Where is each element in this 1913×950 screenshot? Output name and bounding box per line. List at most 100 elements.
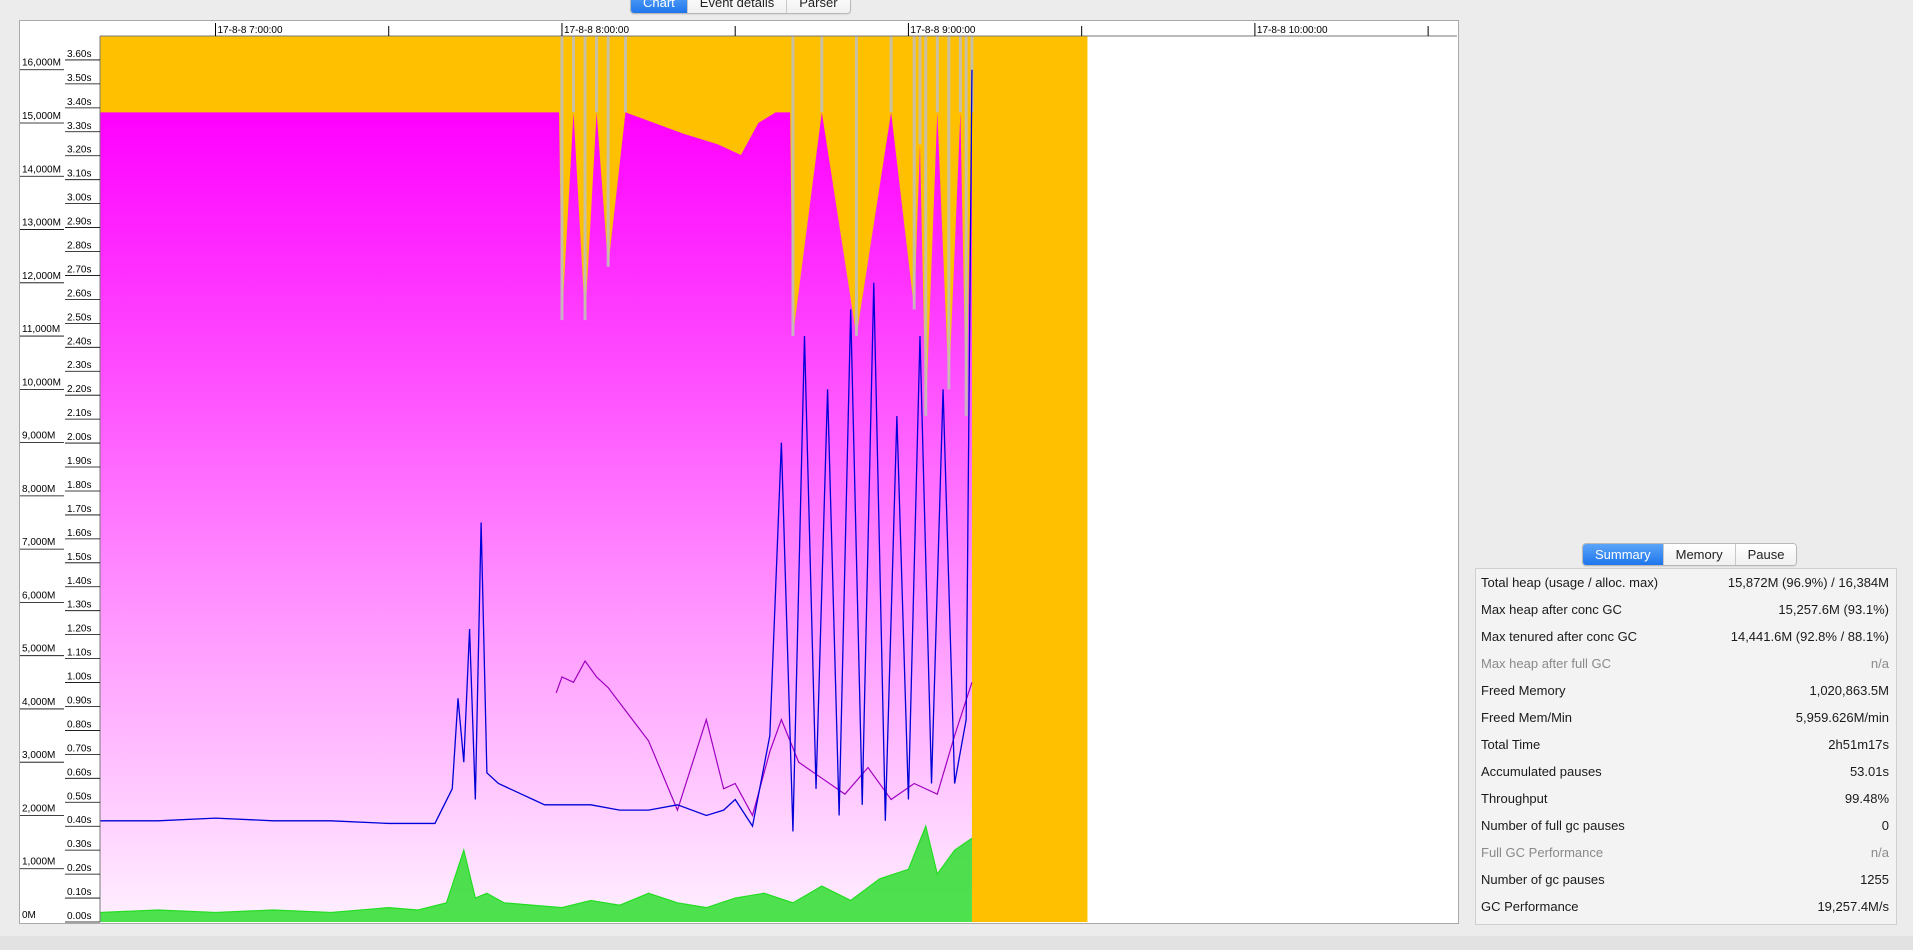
summary-row-freed-mem-min: Freed Mem/Min 5,959.626M/min — [1476, 704, 1896, 731]
summary-label: Freed Mem/Min — [1481, 710, 1573, 725]
gc-band — [918, 36, 922, 145]
summary-label: Full GC Performance — [1481, 845, 1604, 860]
gc-band — [820, 36, 824, 113]
summary-row-max-heap-conc: Max heap after conc GC 15,257.6M (93.1%) — [1476, 596, 1896, 623]
tab-chart[interactable]: Chart — [631, 0, 687, 13]
summary-panel: Total heap (usage / alloc. max) 15,872M … — [1475, 568, 1897, 925]
pause-tick-label: 3.10s — [67, 169, 91, 180]
memory-tick-label: 5,000M — [22, 644, 55, 655]
memory-tick-label: 14,000M — [22, 164, 61, 175]
tab-memory[interactable]: Memory — [1662, 544, 1735, 565]
gc-band — [854, 36, 858, 337]
summary-value: n/a — [1870, 845, 1889, 860]
gc-chart: 0M 1,000M 2,000M 3,000M 4,000M 5,000M 6,000M 7,… — [20, 23, 1457, 923]
summary-value: 5,959.626M/min — [1795, 710, 1889, 725]
memory-tick-label: 9,000M — [22, 431, 55, 442]
time-tick-label: 17-8-8 10:00:00 — [1257, 25, 1328, 36]
summary-value: n/a — [1870, 656, 1889, 671]
memory-tick-label: 15,000M — [22, 111, 61, 122]
pause-tick-label: 3.30s — [67, 121, 91, 132]
gc-band — [958, 36, 962, 113]
tab-event-details[interactable]: Event details — [686, 0, 787, 13]
gc-band — [924, 36, 928, 416]
summary-row-max-tenured-conc: Max tenured after conc GC 14,441.6M (92.… — [1476, 623, 1896, 650]
pause-tick-label: 1.50s — [67, 552, 91, 563]
pause-tick-label: 1.90s — [67, 456, 91, 467]
pause-tick-label: 3.50s — [67, 73, 91, 84]
pause-tick-label: 0.40s — [67, 815, 91, 826]
tab-summary[interactable]: Summary — [1583, 544, 1663, 565]
memory-tick-label: 4,000M — [22, 697, 55, 708]
memory-tick-label: 12,000M — [22, 271, 61, 282]
summary-row-full-gc-performance: Full GC Performance n/a — [1476, 839, 1896, 866]
summary-row-full-gc-pauses: Number of full gc pauses 0 — [1476, 812, 1896, 839]
pause-tick-label: 2.90s — [67, 217, 91, 228]
summary-row-max-heap-full: Max heap after full GC n/a — [1476, 650, 1896, 677]
summary-label: Freed Memory — [1481, 683, 1566, 698]
pause-tick-label: 0.30s — [67, 839, 91, 850]
memory-tick-label: 16,000M — [22, 58, 61, 69]
summary-value: 99.48% — [1844, 791, 1889, 806]
gc-band — [606, 36, 610, 267]
memory-tick-label: 1,000M — [22, 857, 55, 868]
gc-band — [935, 36, 939, 113]
summary-value: 15,872M (96.9%) / 16,384M — [1727, 575, 1889, 590]
pause-tick-label: 3.60s — [67, 49, 91, 60]
gc-band — [964, 36, 968, 416]
pause-tick-label: 1.30s — [67, 600, 91, 611]
pause-tick-label: 1.10s — [67, 648, 91, 659]
tab-pause[interactable]: Pause — [1734, 544, 1797, 565]
summary-value: 0 — [1881, 818, 1889, 833]
tab-parser[interactable]: Parser — [786, 0, 850, 13]
pause-tick-label: 2.70s — [67, 264, 91, 275]
pauses-area — [100, 826, 972, 922]
pause-tick-label: 1.80s — [67, 480, 91, 491]
pause-tick-label: 2.40s — [67, 336, 91, 347]
memory-tick-label: 11,000M — [22, 324, 60, 335]
pause-tick-label: 1.20s — [67, 624, 91, 635]
summary-row-freed-memory: Freed Memory 1,020,863.5M — [1476, 677, 1896, 704]
gc-band — [623, 36, 627, 113]
pause-tick-label: 2.20s — [67, 384, 91, 395]
memory-tick-label: 3,000M — [22, 750, 55, 761]
summary-row-throughput: Throughput 99.48% — [1476, 785, 1896, 812]
main-tab-bar: Chart Event details Parser — [630, 0, 851, 14]
pause-tick-label: 0.80s — [67, 719, 91, 730]
used-heap-line — [100, 69, 973, 832]
summary-row-gc-pauses: Number of gc pauses 1255 — [1476, 866, 1896, 893]
gc-band — [595, 36, 599, 113]
summary-value: 15,257.6M (93.1%) — [1778, 602, 1889, 617]
summary-row-total-time: Total Time 2h51m17s — [1476, 731, 1896, 758]
summary-label: Total heap (usage / alloc. max) — [1481, 575, 1659, 590]
summary-label: Throughput — [1481, 791, 1548, 806]
time-tick-label: 17-8-8 9:00:00 — [910, 25, 975, 36]
time-tick-label: 17-8-8 7:00:00 — [217, 25, 282, 36]
summary-label: Max heap after conc GC — [1481, 602, 1622, 617]
pause-tick-label: 0.10s — [67, 887, 91, 898]
gc-band — [583, 36, 587, 321]
summary-row-total-heap: Total heap (usage / alloc. max) 15,872M … — [1476, 569, 1896, 596]
chart-panel: 0M 1,000M 2,000M 3,000M 4,000M 5,000M 6,000M 7,… — [19, 20, 1459, 924]
pause-tick-label: 3.20s — [67, 145, 91, 156]
summary-value: 2h51m17s — [1828, 737, 1889, 752]
memory-tick-label: 13,000M — [22, 218, 61, 229]
pause-tick-label: 1.60s — [67, 528, 91, 539]
pause-tick-label: 2.30s — [67, 360, 91, 371]
summary-value: 1255 — [1860, 872, 1889, 887]
pause-tick-label: 0.50s — [67, 791, 91, 802]
status-strip — [0, 936, 1913, 950]
summary-row-gc-performance: GC Performance 19,257.4M/s — [1476, 893, 1896, 920]
pause-tick-label: 3.40s — [67, 97, 91, 108]
summary-value: 1,020,863.5M — [1809, 683, 1889, 698]
gc-band — [791, 36, 795, 337]
pauses-line — [100, 824, 973, 914]
memory-tick-label: 7,000M — [22, 537, 55, 548]
pause-tick-label: 1.70s — [67, 504, 91, 515]
time-tick-label: 17-8-8 8:00:00 — [564, 25, 629, 36]
summary-row-accumulated-pauses: Accumulated pauses 53.01s — [1476, 758, 1896, 785]
summary-label: Accumulated pauses — [1481, 764, 1602, 779]
memory-tick-label: 8,000M — [22, 484, 55, 495]
memory-tick-label: 10,000M — [22, 377, 61, 388]
memory-tick-label: 6,000M — [22, 590, 55, 601]
summary-label: Number of full gc pauses — [1481, 818, 1625, 833]
